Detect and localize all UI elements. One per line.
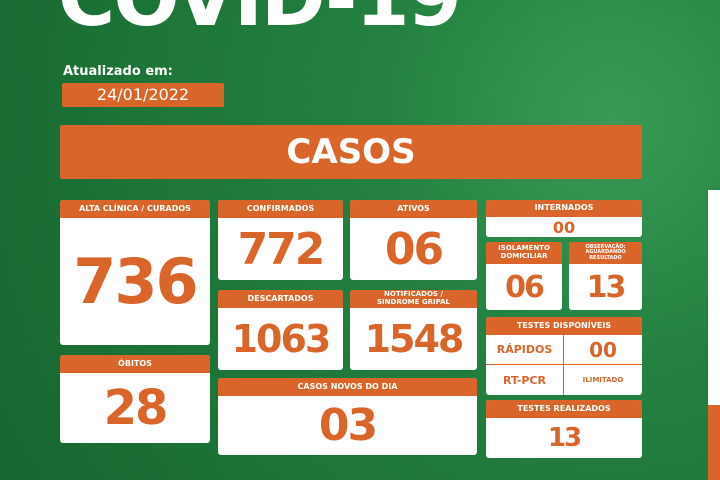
card-label: TESTES REALIZADOS [486,400,642,418]
card-label: TESTES DISPONÍVEIS [486,317,642,335]
card-obitos: ÓBITOS 28 [60,355,210,443]
card-label: ALTA CLÍNICA / CURADOS [60,200,210,218]
card-value: 06 [505,269,545,305]
card-descartados: DESCARTADOS 1063 [218,290,343,370]
card-value: 06 [384,223,444,275]
card-value: 13 [586,269,627,305]
side-panel-orange [708,405,720,480]
updated-date: 24/01/2022 [62,83,224,107]
card-label: ISOLAMENTO DOMICILIAR [486,242,562,264]
rtpcr-value: ILIMITADO [582,376,624,384]
casos-banner: CASOS [60,125,642,179]
card-value: 03 [318,400,378,451]
card-label: INTERNADOS [486,200,642,217]
card-testes-disponiveis: TESTES DISPONÍVEIS RÁPIDOS 00 RT-PCR ILI… [486,317,642,395]
card-alta: ALTA CLÍNICA / CURADOS 736 [60,200,210,345]
rtpcr-label: RT-PCR [486,365,564,395]
card-label: NOTIFICADOS / SINDROME GRIPAL [350,290,477,308]
card-value: 772 [237,223,326,275]
card-notificados: NOTIFICADOS / SINDROME GRIPAL 1548 [350,290,477,370]
card-isolamento: ISOLAMENTO DOMICILIAR 06 [486,242,562,310]
card-value: 28 [103,380,169,436]
card-confirmados: CONFIRMADOS 772 [218,200,343,280]
card-value: 1548 [364,317,465,361]
card-label: ATIVOS [350,200,477,218]
page-title: COVID-19 [58,0,462,38]
card-ativos: ATIVOS 06 [350,200,477,280]
rapidos-label: RÁPIDOS [486,335,564,365]
card-label: CASOS NOVOS DO DIA [218,378,477,396]
card-label: CONFIRMADOS [218,200,343,218]
card-label: ÓBITOS [60,355,210,373]
card-label: DESCARTADOS [218,290,343,308]
card-observacao: OBSERVAÇÃO: AGUARDANDO RESULTADO 13 [569,242,642,310]
card-value: 736 [73,245,198,318]
card-internados: INTERNADOS 00 [486,200,642,237]
card-value: 1063 [231,317,332,361]
side-panel-white [708,190,720,405]
updated-label: Atualizado em: [63,64,173,79]
card-value: 00 [552,217,576,237]
card-label: OBSERVAÇÃO: AGUARDANDO RESULTADO [569,242,642,264]
card-casos-novos: CASOS NOVOS DO DIA 03 [218,378,477,455]
rapidos-value: 00 [564,335,642,365]
card-value: 13 [547,423,582,453]
card-testes-realizados: TESTES REALIZADOS 13 [486,400,642,458]
